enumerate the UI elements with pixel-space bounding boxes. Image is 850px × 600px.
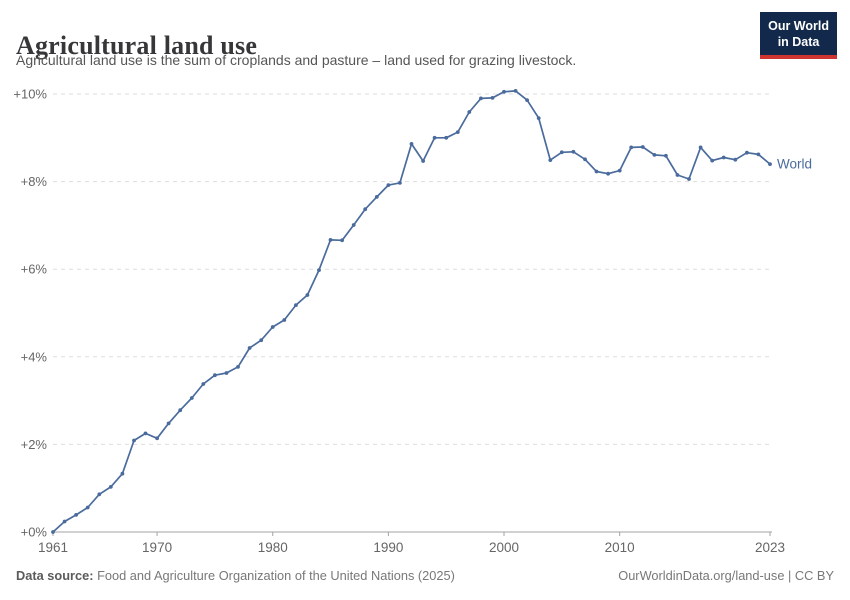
data-point[interactable] [236,365,240,369]
data-point[interactable] [444,135,449,140]
data-point[interactable] [85,505,90,510]
owid-logo-line2: in Data [777,35,820,50]
data-point[interactable] [166,421,171,426]
data-point[interactable] [421,159,425,163]
y-tick-label: +10% [13,87,47,102]
data-point[interactable] [652,153,657,157]
data-point[interactable] [583,157,587,162]
owid-logo[interactable]: Our World in Data [760,12,837,59]
data-point[interactable] [536,116,541,120]
data-point[interactable] [525,98,529,102]
license-link[interactable]: CC BY [794,568,834,583]
data-point[interactable] [305,293,310,297]
data-point[interactable] [155,436,160,441]
data-point[interactable] [51,530,55,534]
data-point[interactable] [733,157,738,162]
data-point[interactable] [213,373,217,378]
data-point[interactable] [594,169,599,174]
data-point[interactable] [282,318,287,322]
data-point[interactable] [490,96,495,100]
chart-subtitle: Agricultural land use is the sum of crop… [16,52,577,68]
data-point[interactable] [710,158,715,163]
data-point[interactable] [629,145,634,150]
y-tick-label: +8% [21,174,48,189]
data-source-note: Data source: Food and Agriculture Organi… [16,568,455,583]
data-point[interactable] [398,181,402,185]
series-end-label[interactable]: World [777,157,812,172]
data-point[interactable] [62,519,67,524]
data-point[interactable] [698,145,703,150]
x-tick-label: 2010 [605,540,635,555]
y-tick-label: +4% [21,349,48,364]
data-point[interactable] [455,130,460,135]
data-point[interactable] [768,162,772,167]
data-point[interactable] [351,223,356,227]
data-point[interactable] [132,438,136,443]
data-point[interactable] [721,155,726,160]
data-point[interactable] [143,431,148,436]
data-point[interactable] [224,371,229,375]
data-point[interactable] [294,303,298,307]
data-point[interactable] [374,195,379,199]
data-source-text: Food and Agriculture Organization of the… [93,568,455,583]
x-tick-label: 1980 [258,540,288,555]
data-point[interactable] [120,471,125,476]
y-tick-label: +2% [21,437,48,452]
data-point[interactable] [479,96,483,101]
data-point[interactable] [606,171,610,176]
data-point[interactable] [189,396,194,400]
owid-url-link[interactable]: OurWorldinData.org/land-use [618,568,785,583]
data-point[interactable] [409,142,414,146]
data-point[interactable] [247,346,252,350]
footer-separator: | [784,568,795,583]
data-point[interactable] [74,513,78,517]
data-point[interactable] [617,168,622,173]
data-point[interactable] [178,408,183,413]
data-point[interactable] [675,173,680,177]
data-point[interactable] [756,152,761,157]
x-tick-label: 1970 [142,540,172,555]
data-point[interactable] [571,149,576,154]
data-point[interactable] [270,325,275,329]
x-tick-label: 2023 [755,540,785,555]
y-tick-label: +6% [21,262,48,277]
data-point[interactable] [640,145,645,149]
chart-footer: Data source: Food and Agriculture Organi… [16,568,834,583]
data-point[interactable] [340,238,344,243]
data-point[interactable] [559,150,564,155]
x-tick-label: 1961 [38,540,68,555]
data-point[interactable] [687,177,691,181]
footer-links: OurWorldinData.org/land-use | CC BY [618,568,834,583]
data-point[interactable] [664,153,668,158]
data-point[interactable] [745,150,749,155]
data-point[interactable] [513,89,518,93]
data-point[interactable] [432,135,437,140]
data-source-label: Data source: [16,568,94,583]
data-point[interactable] [363,207,368,212]
y-tick-label: +0% [21,525,48,540]
data-point[interactable] [328,238,333,242]
data-point[interactable] [201,382,206,386]
data-point[interactable] [548,158,553,163]
data-point[interactable] [259,338,264,343]
data-point[interactable] [317,268,321,272]
data-point[interactable] [108,485,113,489]
x-tick-label: 2000 [489,540,519,555]
world-line[interactable] [52,90,771,533]
data-point[interactable] [386,183,391,188]
data-point[interactable] [467,110,472,114]
owid-logo-line1: Our World [768,19,829,33]
data-point[interactable] [97,492,102,497]
data-point[interactable] [502,89,506,94]
page-title: Agricultural land use [16,31,258,61]
x-tick-label: 1990 [373,540,403,555]
